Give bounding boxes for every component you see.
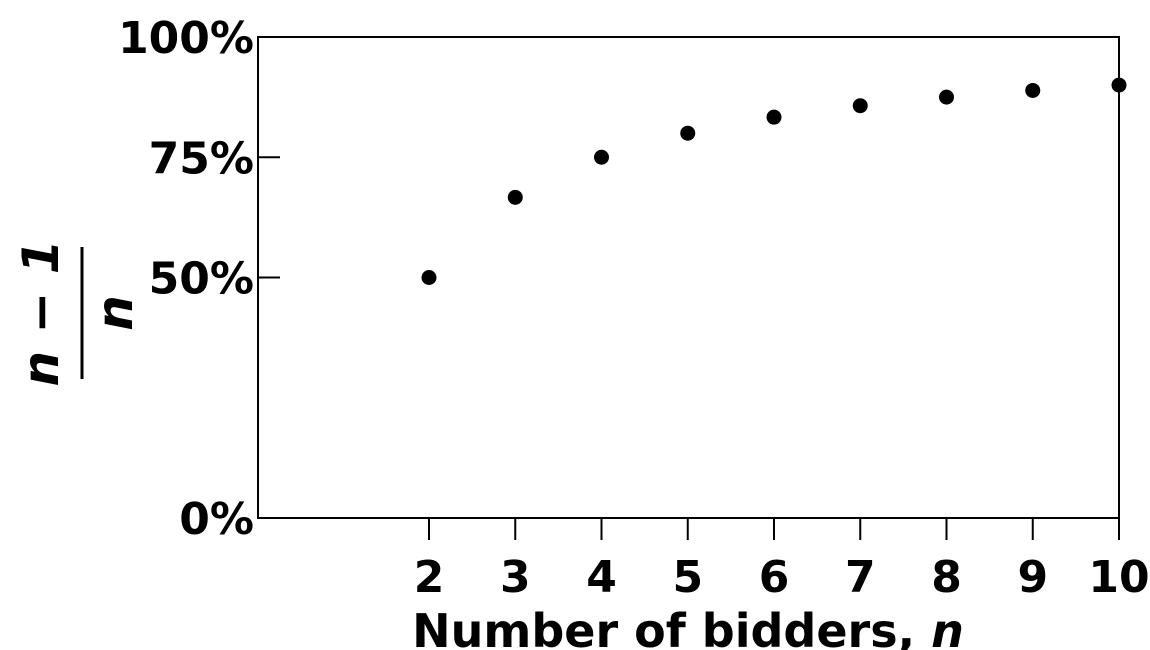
x-tick-label: 4 <box>586 552 617 603</box>
data-point <box>594 149 609 165</box>
data-point <box>852 98 868 114</box>
data-point <box>766 109 782 125</box>
x-axis: 2 3 4 5 6 7 8 9 10 <box>414 518 1150 603</box>
y-axis-title-numerator: n − 1 <box>12 239 70 386</box>
x-tick-label: 10 <box>1088 552 1149 603</box>
x-tick-label: 2 <box>414 552 445 603</box>
x-axis-title-variable: n <box>931 604 964 650</box>
x-tick-label: 3 <box>500 552 531 603</box>
data-point <box>421 270 437 285</box>
y-tick-label: 100% <box>118 13 254 64</box>
data-point <box>680 125 696 141</box>
y-axis-title: n − 1 n <box>12 239 144 386</box>
x-tick-label: 8 <box>931 552 962 603</box>
data-point <box>1025 82 1041 98</box>
plot-frame <box>257 36 1120 519</box>
data-point <box>507 189 523 205</box>
data-points <box>421 77 1127 285</box>
x-tick-label: 9 <box>1017 552 1048 603</box>
x-tick-label: 5 <box>672 552 703 603</box>
y-tick-label: 0% <box>179 494 254 545</box>
data-point <box>1111 77 1127 93</box>
y-axis: 0% 50% 75% 100% <box>118 13 280 545</box>
y-axis-title-denominator: n <box>86 295 144 331</box>
x-tick-label: 6 <box>759 552 790 603</box>
y-tick-label: 75% <box>149 133 254 184</box>
x-axis-title-text: Number of bidders, <box>412 604 931 650</box>
data-point <box>939 89 954 105</box>
y-tick-label: 50% <box>149 254 254 305</box>
x-axis-title: Number of bidders, n <box>412 604 964 650</box>
x-tick-label: 7 <box>845 552 876 603</box>
